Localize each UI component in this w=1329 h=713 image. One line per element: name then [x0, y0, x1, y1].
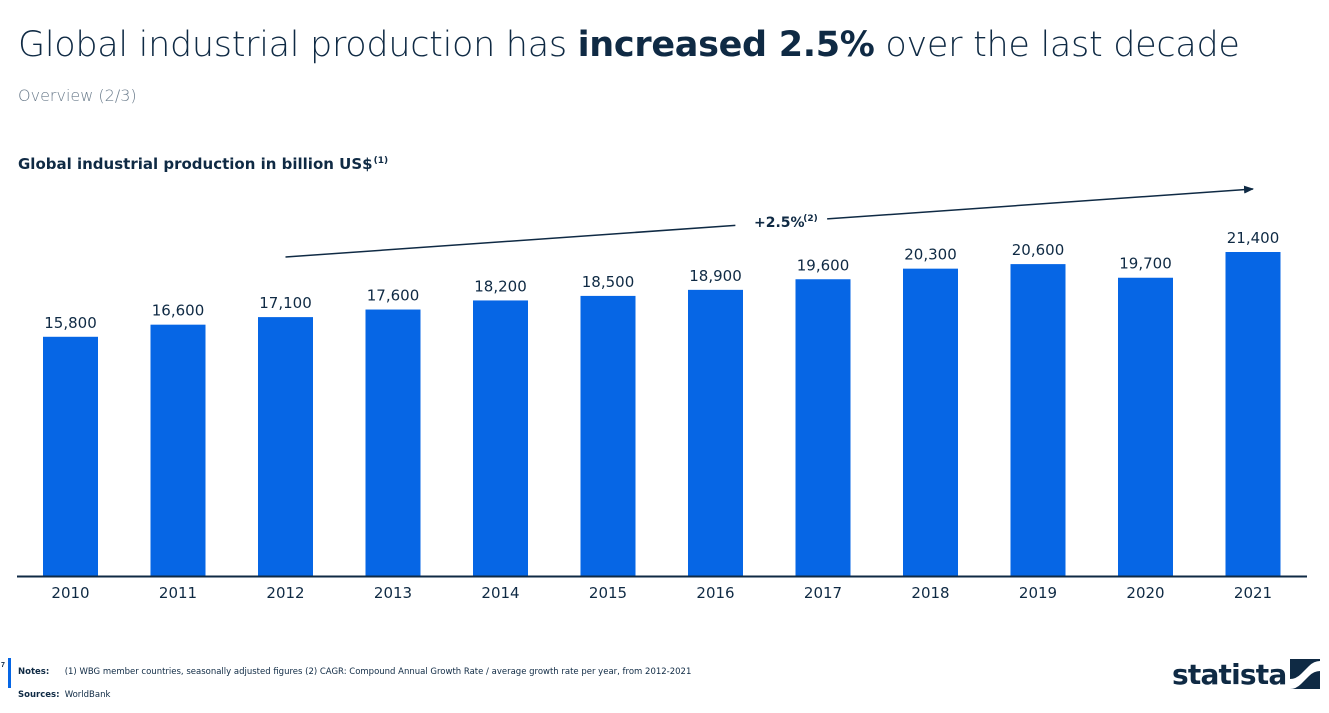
bar-2012: [258, 317, 313, 576]
chart-title-text: Global industrial production in billion …: [18, 155, 373, 173]
bar-2016: [688, 289, 743, 576]
bar-2020: [1118, 277, 1173, 576]
bar-2019: [1010, 264, 1066, 576]
bar-2018: [903, 268, 958, 576]
notes: Notes: (1) WBG member countries, seasona…: [18, 667, 691, 677]
x-tick-2017: 2017: [804, 584, 842, 602]
cagr-arrow-line-left: [285, 224, 736, 258]
bar-2021: [1225, 252, 1281, 576]
page-subtitle: Overview (2/3): [18, 86, 137, 105]
value-label-2020: 19,700: [1119, 255, 1172, 273]
x-tick-2014: 2014: [481, 584, 519, 602]
value-label-2015: 18,500: [582, 273, 635, 291]
value-label-2014: 18,200: [474, 277, 527, 295]
title-prefix: Global industrial production has: [18, 25, 578, 65]
bar-2011: [150, 324, 206, 576]
value-label-2017: 19,600: [797, 256, 850, 274]
cagr-annotation: +2.5%(2): [285, 185, 1254, 258]
value-label-2018: 20,300: [904, 246, 957, 264]
cagr-arrow-line-right: [827, 185, 1254, 220]
title-suffix: over the last decade: [874, 25, 1240, 65]
value-label-2010: 15,800: [44, 314, 97, 332]
bar-chart: 15,800 2010 16,600 2011 17,100 2012 17,600 2013…: [17, 185, 1307, 602]
bar-2017: [795, 279, 851, 576]
logo-text: statista: [1172, 657, 1287, 691]
page-number: 7: [1, 662, 5, 669]
bar-2013: [365, 309, 421, 576]
statista-mark-icon: [1290, 659, 1321, 689]
sources-label: Sources:: [18, 690, 60, 700]
value-label-2021: 21,400: [1227, 229, 1280, 247]
x-tick-2019: 2019: [1019, 584, 1057, 602]
x-tick-2010: 2010: [51, 584, 89, 602]
cagr-footnote: (2): [803, 214, 818, 224]
notes-label: Notes:: [18, 667, 50, 677]
value-label-2013: 17,600: [367, 287, 420, 305]
chart-title: Global industrial production in billion …: [18, 155, 388, 173]
value-label-2011: 16,600: [152, 302, 205, 320]
sources: Sources: WorldBank: [18, 690, 110, 700]
value-label-2016: 18,900: [689, 267, 742, 285]
bar-2015: [580, 295, 636, 576]
bars-layer: 15,800 2010 16,600 2011 17,100 2012 17,600 2013…: [17, 229, 1307, 602]
footer-marker: 7: [0, 658, 13, 688]
page-title: Global industrial production has increas…: [18, 22, 1240, 68]
x-tick-2015: 2015: [589, 584, 627, 602]
x-tick-2018: 2018: [911, 584, 949, 602]
x-tick-2012: 2012: [266, 584, 304, 602]
x-tick-2013: 2013: [374, 584, 412, 602]
title-highlight: increased 2.5%: [577, 25, 875, 65]
x-tick-2011: 2011: [159, 584, 197, 602]
value-label-2019: 20,600: [1012, 241, 1065, 259]
bar-2014: [473, 300, 528, 576]
footer-accent-bar: [7, 658, 11, 688]
cagr-label: +2.5%: [754, 215, 805, 231]
notes-text: (1) WBG member countries, seasonally adj…: [64, 667, 692, 677]
x-tick-2016: 2016: [696, 584, 734, 602]
chart-title-footnote: (1): [373, 156, 389, 166]
x-tick-2021: 2021: [1234, 584, 1272, 602]
value-label-2012: 17,100: [259, 294, 312, 312]
x-tick-2020: 2020: [1126, 584, 1164, 602]
sources-text: WorldBank: [64, 690, 111, 700]
statista-logo[interactable]: statista: [1172, 656, 1321, 692]
bar-2010: [43, 336, 98, 576]
